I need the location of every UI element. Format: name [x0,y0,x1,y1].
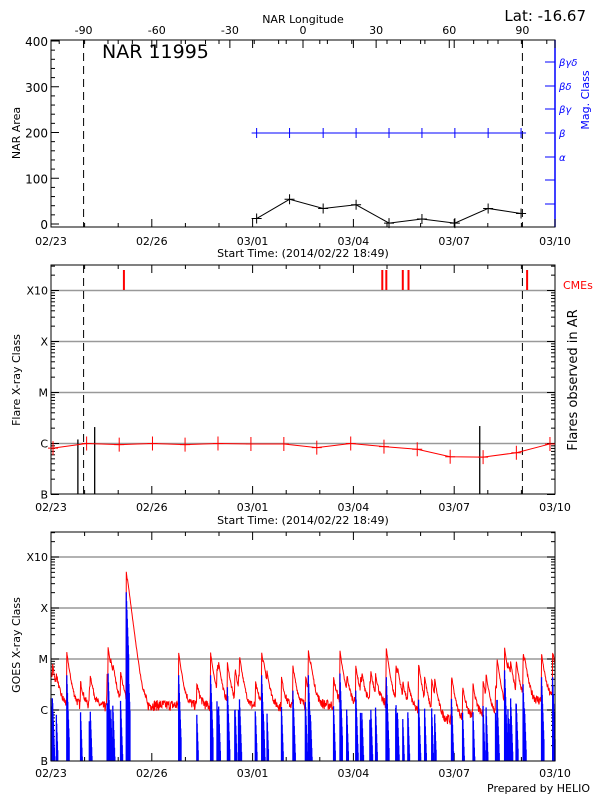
y-tick-label: 0 [40,218,48,232]
area-point [483,203,494,214]
flare-class-curve [52,442,551,458]
p2-x-axis-title: Start Time: (2014/02/22 18:49) [217,514,389,527]
mag-class-point [284,128,295,138]
x-tick-label: 03/10 [539,501,571,514]
flare-class-point [378,439,389,454]
x-tick-label: 02/23 [35,235,67,248]
p2-y2-axis-title: Flares observed in AR [566,309,581,450]
y-tick-label: C [40,704,48,717]
flare-class-point [81,436,92,451]
plot-frame [50,531,556,762]
x-tick-label: 02/23 [35,767,67,780]
y2-tick-label: β [558,129,566,140]
y2-tick-label: βδ [558,82,572,93]
goes-xray-panel: B C M X X10 02/23 02/26 03/01 03/04 03/07 03/10 [26,531,571,780]
x-tick-label: 03/10 [539,235,571,248]
flare-class-point [311,440,322,455]
x-tick-label: 03/01 [237,235,269,248]
y-tick-label: B [40,755,48,768]
y2-tick-label: βγ [558,105,572,116]
y-tick-label: B [40,489,48,502]
flare-class-point [412,442,423,457]
y-tick-label: 200 [25,127,48,141]
y-tick-label: M [39,653,49,666]
y-tick-label: 300 [25,81,48,95]
mag-class-point [416,128,427,138]
flare-class-point [147,436,158,451]
top-tick-label: 60 [442,24,456,37]
x-tick-label: 03/04 [338,767,370,780]
x-tick-label: 03/07 [438,767,470,780]
area-point [416,213,427,224]
area-point [251,213,262,224]
mag-class-point [483,128,494,138]
y-tick-label: X10 [26,285,48,298]
x-tick-label: 03/04 [338,501,370,514]
x-tick-label: 02/26 [136,501,168,514]
flare-class-point [114,437,125,452]
x-tick-label: 03/10 [539,767,571,780]
p2-y-axis-title: Flare X-ray Class [10,334,23,426]
x-tick-label: 03/07 [438,501,470,514]
top-axis-title: NAR Longitude [262,13,344,26]
mag-class-point [384,128,395,138]
top-tick-label: -30 [221,24,239,37]
area-point [351,199,362,210]
p1-y2-axis-title: Mag. Class [579,70,592,129]
area-point [284,194,295,205]
y-tick-label: X [40,336,48,349]
flare-class-point [278,436,289,451]
flare-class-point [445,449,456,464]
x-tick-label: 03/01 [237,501,269,514]
x-tick-label: 02/26 [136,767,168,780]
p3-y-axis-title: GOES X-ray Class [10,597,23,693]
y2-tick-label: α [559,153,566,164]
cme-label: CMEs [563,279,593,292]
y2-tick-label: βγδ [558,58,577,69]
area-point [384,218,395,229]
x-tick-label: 03/04 [338,235,370,248]
goes-long-channel-curve [50,571,556,725]
flare-class-point [544,436,555,451]
mag-class-point [516,128,527,138]
plot-frame [50,264,556,495]
y-tick-label: X10 [26,551,48,564]
flare-class-point [478,450,489,465]
y-tick-label: 100 [25,172,48,186]
latitude-label: Lat: -16.67 [504,7,586,25]
flare-class-point [180,437,191,452]
nar-title: NAR 11995 [102,41,209,63]
x-tick-label: 03/07 [438,235,470,248]
p1-y-axis-title: NAR Area [10,107,23,159]
mag-class-point [251,128,262,138]
flare-class-point [212,436,223,451]
area-point [516,208,527,219]
mag-class-point [351,128,362,138]
nar-area-panel: 02/23 02/26 03/01 03/04 03/07 03/100100200300… [25,24,577,248]
flare-class-point [48,441,59,456]
area-point [318,203,329,214]
flare-class-point [245,436,256,451]
mag-class-point [449,128,460,138]
x-tick-label: 02/23 [35,501,67,514]
x-tick-label: 03/01 [237,767,269,780]
y-tick-label: C [40,438,48,451]
flare-class-panel: B C M X X10 02/23 02/26 03/01 03/04 03/07 03/10 [26,264,571,514]
top-tick-label: 90 [515,24,529,37]
credit-label: Prepared by HELIO [487,782,590,795]
y-tick-label: X [40,602,48,615]
x-tick-label: 02/26 [136,235,168,248]
mag-class-point [318,128,329,138]
top-tick-label: 30 [369,24,383,37]
top-tick-label: -60 [148,24,166,37]
top-tick-label: 0 [300,24,307,37]
p1-x-axis-title: Start Time: (2014/02/22 18:49) [217,247,389,260]
flare-class-point [345,436,356,451]
area-point [449,218,460,229]
top-tick-label: -90 [75,24,93,37]
y-tick-label: M [39,387,49,400]
y-tick-label: 400 [25,35,48,49]
flare-class-point [511,445,522,460]
